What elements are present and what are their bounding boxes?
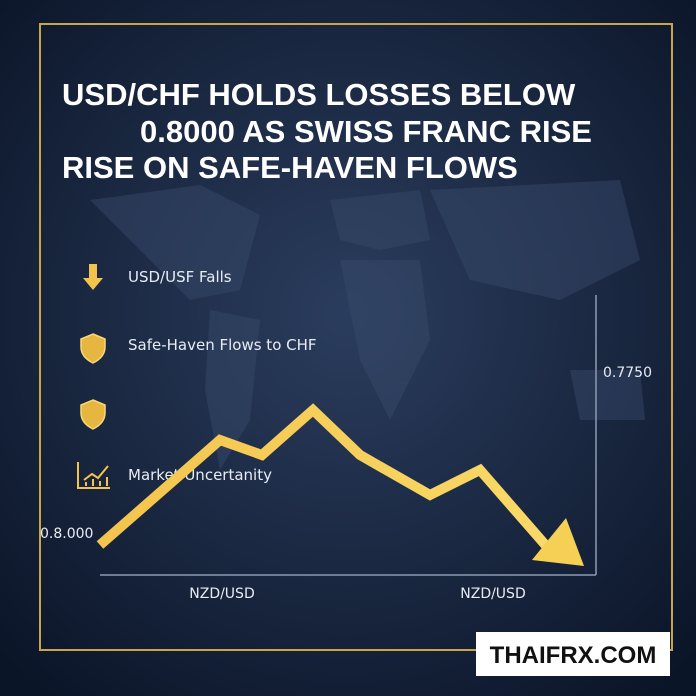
headline: 0.8000 AS SWISS FRANC RISE bbox=[140, 114, 592, 149]
brand: THAIFRX.COM bbox=[490, 642, 657, 669]
headline: RISE ON SAFE-HAVEN FLOWS bbox=[62, 150, 518, 185]
down-arrow-icon bbox=[83, 264, 103, 290]
y-label: 0.8.000 bbox=[40, 526, 93, 542]
legend-label: USD/USF Falls bbox=[128, 268, 232, 286]
trend-line bbox=[96, 403, 552, 552]
world-map bbox=[90, 180, 645, 470]
x-label: NZD/USD bbox=[189, 586, 254, 602]
headline: USD/CHF HOLDS LOSSES BELOW bbox=[62, 77, 576, 112]
frame bbox=[39, 23, 673, 651]
y-label: 0.7750 bbox=[603, 365, 652, 381]
brand-box bbox=[476, 632, 670, 676]
trend-arrowhead bbox=[532, 518, 584, 566]
shield-icon bbox=[80, 399, 106, 430]
legend-label: Safe-Haven Flows to CHF bbox=[128, 336, 317, 354]
chart-axes bbox=[100, 295, 597, 576]
chart-icon bbox=[77, 462, 110, 489]
x-label: NZD/USD bbox=[460, 586, 525, 602]
legend-label: Market Uncertanity bbox=[128, 466, 272, 484]
shield-icon bbox=[80, 333, 106, 364]
